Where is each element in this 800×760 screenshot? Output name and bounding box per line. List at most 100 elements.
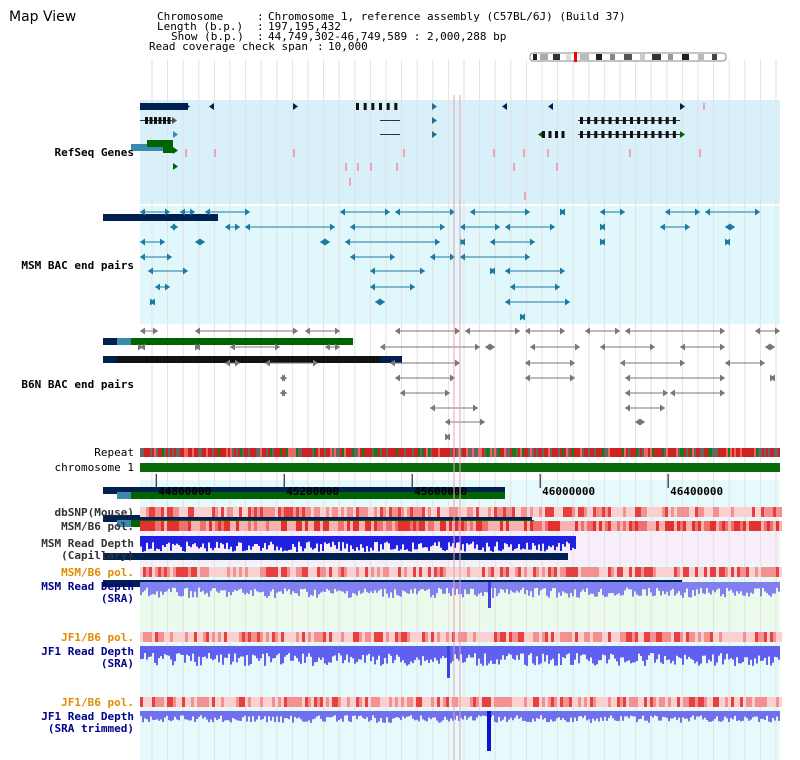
heat-cell <box>776 567 779 577</box>
depth-bar <box>688 711 690 722</box>
track-label-jf1-pol-2[interactable]: JF1/B6 pol. <box>61 696 134 709</box>
heat-cell <box>188 507 191 517</box>
depth-bar <box>424 711 426 721</box>
depth-bar <box>430 711 432 720</box>
depth-bar <box>266 536 268 550</box>
heat-cell <box>500 567 503 577</box>
heat-cell <box>518 697 521 707</box>
depth-bar <box>548 646 550 664</box>
heat-cell <box>662 521 665 531</box>
track-label-jf1-depth-sra[interactable]: JF1 Read Depth (SRA) <box>41 645 134 670</box>
gene-exon <box>601 117 605 124</box>
heat-cell <box>386 521 389 531</box>
heat-cell <box>557 567 560 577</box>
heat-cell <box>479 507 482 517</box>
depth-bar <box>150 711 152 717</box>
repeat-block <box>582 448 584 457</box>
depth-bar <box>244 536 246 551</box>
depth-bar <box>244 711 246 716</box>
heat-cell <box>254 521 257 531</box>
heat-cell <box>773 507 776 517</box>
depth-bar <box>520 582 522 590</box>
heat-cell <box>170 697 173 707</box>
depth-bar <box>686 582 688 589</box>
heat-cell <box>314 507 317 517</box>
depth-bar <box>256 711 258 720</box>
heat-cell <box>278 507 281 517</box>
repeat-block <box>448 448 450 457</box>
track-label-msm-depth-capillary[interactable]: MSM Read Depth (Capillary) <box>41 537 134 562</box>
depth-bar <box>744 711 746 717</box>
track-label-chromosome[interactable]: chromosome 1 <box>54 461 134 474</box>
track-label-msm-depth-sra[interactable]: MSM Read Depth (SRA) <box>41 580 134 605</box>
depth-bar <box>174 646 176 662</box>
heat-cell <box>758 567 761 577</box>
heat-cell <box>287 632 290 642</box>
depth-bar <box>632 582 634 597</box>
depth-bar <box>168 582 170 589</box>
heat-cell <box>626 632 629 642</box>
heat-cell <box>200 507 203 517</box>
heat-cell <box>740 567 743 577</box>
heat-cell <box>392 521 395 531</box>
depth-bar <box>608 646 610 660</box>
depth-bar <box>302 536 304 552</box>
heat-cell <box>212 507 215 517</box>
repeat-block <box>446 448 448 457</box>
repeat-block <box>484 448 486 457</box>
depth-bar <box>190 711 192 721</box>
strand-arrow <box>350 253 355 261</box>
depth-bar <box>484 536 486 552</box>
strand-arrow <box>725 238 730 246</box>
depth-bar <box>454 536 456 548</box>
repeat-block <box>494 448 496 457</box>
depth-bar <box>296 711 298 719</box>
depth-bar <box>428 646 430 664</box>
heat-cell <box>509 632 512 642</box>
heat-cell <box>356 567 359 577</box>
repeat-block <box>736 448 738 457</box>
heat-cell <box>248 632 251 642</box>
track-label-jf1-depth-trimmed[interactable]: JF1 Read Depth (SRA trimmed) <box>41 710 134 735</box>
depth-bar <box>702 582 704 594</box>
heat-cell <box>626 507 629 517</box>
heat-cell <box>212 567 215 577</box>
track-label-jf1-pol-1[interactable]: JF1/B6 pol. <box>61 631 134 644</box>
depth-bar <box>286 646 288 655</box>
heat-cell <box>635 521 638 531</box>
track-label-dbsnp[interactable]: dbSNP(Mouse) <box>54 506 134 519</box>
depth-bar <box>320 711 322 719</box>
depth-bar <box>182 536 184 552</box>
track-label-b6n-bac[interactable]: B6N BAC end pairs <box>21 378 134 391</box>
track-label-msm-pol-1[interactable]: MSM/B6 pol. <box>61 520 134 533</box>
track-label-repeat[interactable]: Repeat <box>94 446 134 459</box>
strand-arrow <box>470 208 475 216</box>
track-label-refseq[interactable]: RefSeq Genes <box>54 146 134 159</box>
depth-bar <box>292 582 294 592</box>
heat-cell <box>320 567 323 577</box>
heat-cell <box>413 632 416 642</box>
depth-bar <box>474 646 476 654</box>
depth-bar <box>708 646 710 660</box>
depth-bar <box>188 711 190 721</box>
depth-bar <box>346 582 348 592</box>
track-label-msm-bac[interactable]: MSM BAC end pairs <box>21 259 134 272</box>
depth-bar <box>342 582 344 592</box>
depth-bar <box>526 711 528 722</box>
depth-bar <box>428 582 430 589</box>
heat-cell <box>428 697 431 707</box>
strand-arrow <box>680 103 685 110</box>
depth-bar <box>274 711 276 723</box>
depth-bar <box>210 536 212 549</box>
depth-bar <box>750 582 752 593</box>
heat-cell <box>164 697 167 707</box>
strand-arrow <box>695 208 700 216</box>
depth-bar <box>302 711 304 722</box>
heat-cell <box>500 521 503 531</box>
depth-bar <box>604 711 606 717</box>
heat-cell <box>680 521 683 531</box>
heat-cell <box>632 632 635 642</box>
strand-arrow <box>395 374 400 382</box>
track-label-msm-pol-2[interactable]: MSM/B6 pol. <box>61 566 134 579</box>
